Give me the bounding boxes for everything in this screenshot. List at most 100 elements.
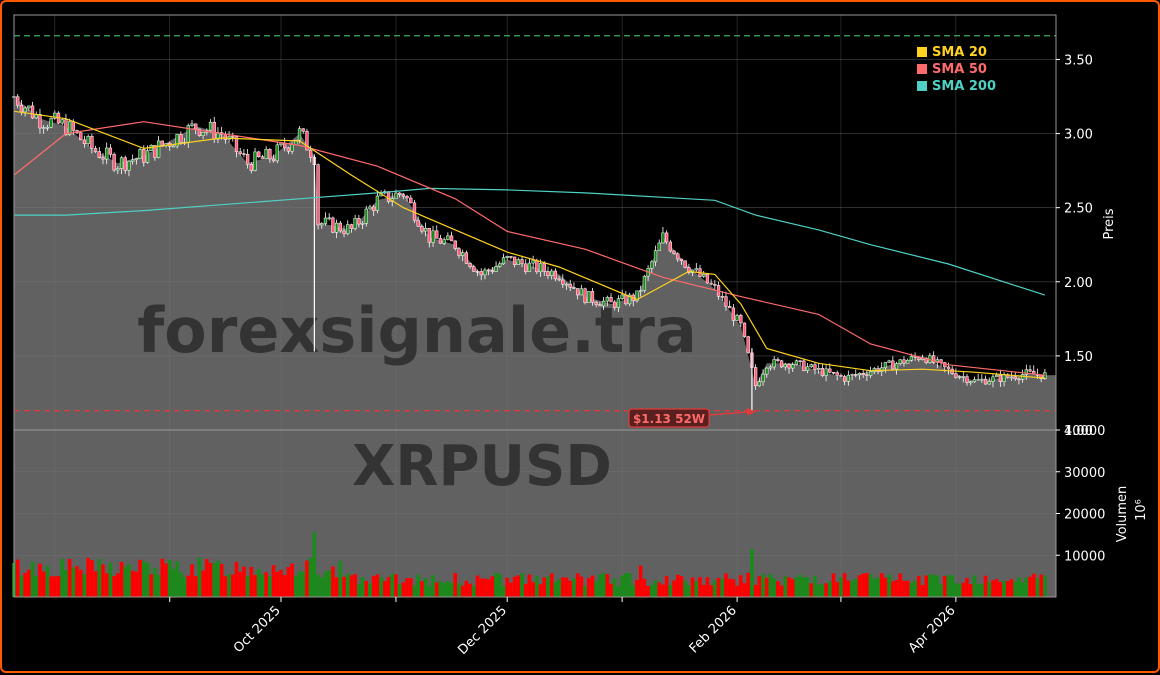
candle-body <box>231 136 235 138</box>
candle-body <box>138 149 142 159</box>
candle-body <box>153 144 157 158</box>
candle-body <box>342 230 346 234</box>
candle-body <box>208 121 213 131</box>
candle-body <box>620 294 624 299</box>
candle-body <box>368 206 372 210</box>
candle-body <box>609 297 613 303</box>
volume-bar <box>668 585 673 597</box>
volume-bar <box>97 559 102 597</box>
candle-body <box>201 131 205 136</box>
volume-bar <box>138 559 142 597</box>
volume-bar <box>394 574 398 597</box>
x-tick-label: Apr 2026 <box>906 603 959 656</box>
volume-bar <box>119 562 124 597</box>
volume-bar <box>549 573 554 597</box>
candle-body <box>505 256 509 258</box>
volume-bar <box>45 565 50 597</box>
candle-body <box>127 160 131 171</box>
volume-bar <box>319 577 324 597</box>
candle-body <box>846 374 850 382</box>
volume-bar <box>957 584 962 597</box>
volume-bar <box>612 578 617 597</box>
volume-bar <box>683 580 687 597</box>
candle-body <box>761 373 765 383</box>
candle-body <box>857 373 862 376</box>
candle-body <box>713 283 717 286</box>
volume-bar <box>1024 577 1029 597</box>
volume-bar <box>898 573 903 597</box>
volume-bar <box>846 580 851 597</box>
candle-body <box>664 232 669 243</box>
volume-bar <box>360 577 365 597</box>
candle-body <box>501 257 506 265</box>
candle-body <box>613 301 617 308</box>
volume-bar <box>661 584 665 597</box>
volume-bar <box>950 575 954 597</box>
volume-bar <box>709 585 713 597</box>
candle-body <box>776 359 780 362</box>
price-tick-label: 3.50 <box>1064 53 1093 68</box>
volume-bar <box>1035 578 1040 597</box>
candle-body <box>854 374 858 376</box>
volume-bar <box>446 581 450 597</box>
volume-bar <box>761 574 765 597</box>
candle-body <box>561 279 565 285</box>
volume-bar <box>1013 581 1018 597</box>
candle-body <box>661 232 665 244</box>
candle-body <box>683 260 687 268</box>
volume-bar <box>1017 577 1021 597</box>
candle-body <box>305 130 309 151</box>
volume-bar <box>494 572 498 597</box>
volume-bar <box>271 565 276 597</box>
volume-bar <box>383 581 387 597</box>
candle-body <box>42 127 46 129</box>
candle-body <box>334 222 339 233</box>
volume-bars <box>12 532 1047 597</box>
candle-body <box>171 145 176 148</box>
candle-body <box>535 260 539 273</box>
candle-body <box>579 288 584 296</box>
volume-bar <box>850 580 854 597</box>
candle-body <box>372 206 376 211</box>
candle-body <box>635 290 639 302</box>
candle-body <box>16 96 20 106</box>
candle-body <box>197 128 202 136</box>
candle-body <box>190 123 194 126</box>
volume-bar <box>735 585 739 597</box>
candle-body <box>650 261 654 269</box>
volume-bar <box>601 573 606 597</box>
volume-bar <box>824 583 828 597</box>
candle-body <box>301 128 305 132</box>
volume-bar <box>653 580 658 597</box>
candle-body <box>550 270 554 277</box>
volume-bar <box>1031 573 1036 597</box>
volume-bar <box>561 577 565 597</box>
candle-body <box>709 282 713 285</box>
candle-body <box>735 315 739 321</box>
candle-body <box>461 252 465 256</box>
volume-bar <box>408 578 413 597</box>
candle-body <box>145 150 150 163</box>
volume-bar <box>924 575 929 597</box>
volume-bar <box>616 586 621 597</box>
candle-body <box>520 259 524 265</box>
volume-bar <box>101 564 105 597</box>
candle-body <box>409 197 413 204</box>
volume-bar <box>216 560 220 597</box>
volume-bar <box>794 577 799 597</box>
volume-bar <box>256 569 261 597</box>
volume-bar <box>783 576 788 597</box>
volume-bar <box>427 586 432 597</box>
volume-bar <box>816 584 821 597</box>
volume-bar <box>453 572 458 597</box>
volume-bar <box>905 580 910 597</box>
volume-bar <box>472 585 476 597</box>
volume-bar <box>772 578 776 597</box>
volume-bar <box>442 582 446 597</box>
candle-body <box>457 248 461 256</box>
candle-body <box>93 148 98 152</box>
volume-bar <box>739 575 743 597</box>
volume-bar <box>994 579 999 597</box>
candle-body <box>398 192 402 195</box>
volume-bar <box>212 562 217 597</box>
